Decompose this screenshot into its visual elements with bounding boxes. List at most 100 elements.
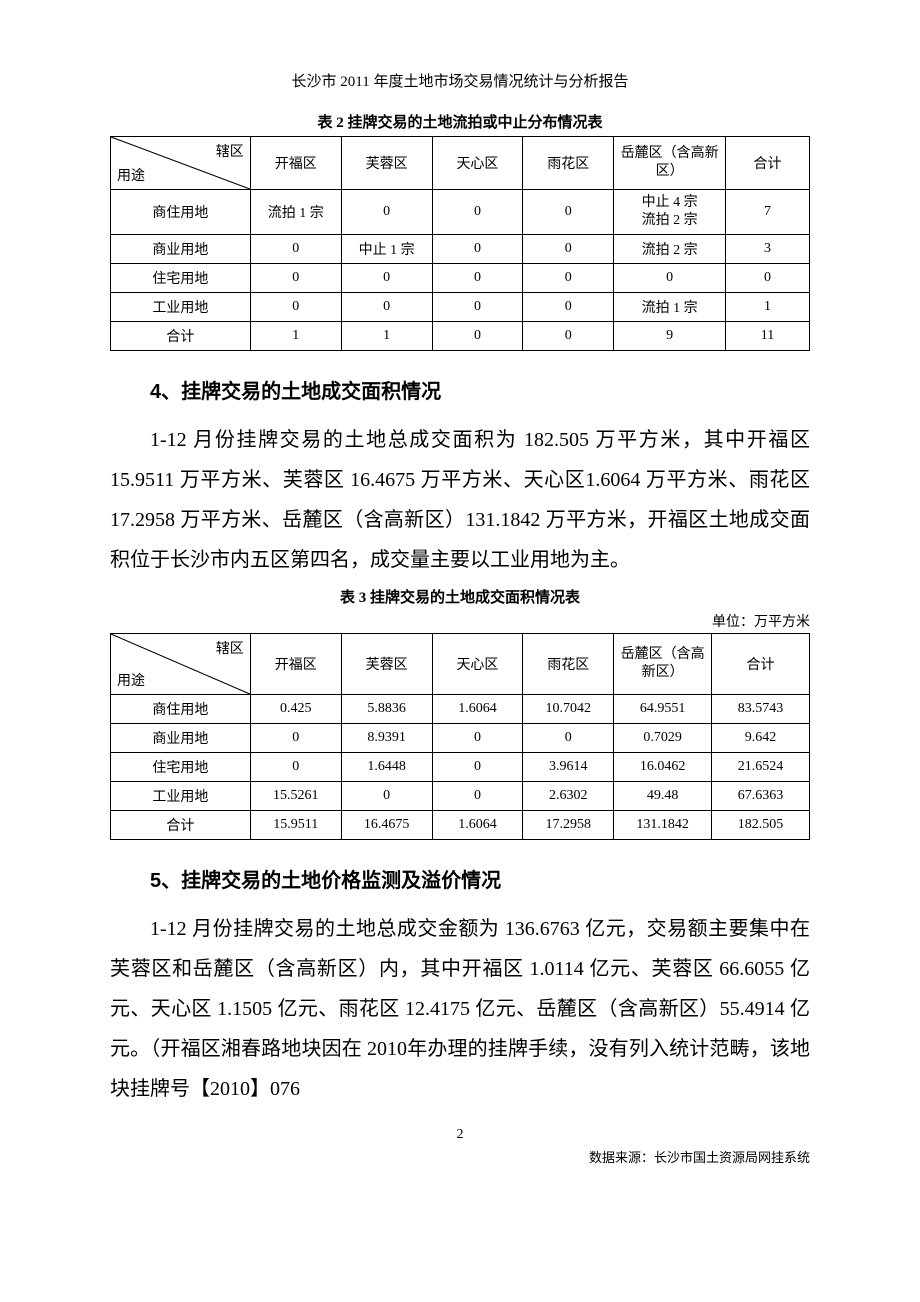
table3-cell: 0 [250,753,341,782]
table3-cell: 9.642 [712,724,810,753]
table2-cell: 流拍 1 宗 [250,190,341,235]
table2-col-0: 开福区 [250,137,341,190]
table2-cell: 中止 1 宗 [341,235,432,264]
table3-cell: 64.9551 [614,695,712,724]
table3-cell: 1.6448 [341,753,432,782]
section5-heading: 5、挂牌交易的土地价格监测及溢价情况 [110,864,810,893]
table2-cell: 3 [726,235,810,264]
table2-diag-header: 辖区 用途 [111,137,251,190]
table3-cell: 5.8836 [341,695,432,724]
table3-row-1: 商业用地 0 8.9391 0 0 0.7029 9.642 [111,724,810,753]
table2-cell: 0 [523,322,614,351]
section4-heading: 4、挂牌交易的土地成交面积情况 [110,375,810,404]
section5-paragraph: 1-12 月份挂牌交易的土地总成交金额为 136.6763 亿元，交易额主要集中… [110,909,810,1109]
table2-cell: 1 [726,293,810,322]
table2-cell: 0 [523,235,614,264]
table2-cell: 0 [432,322,523,351]
table3-cell: 15.5261 [250,782,341,811]
table2-cell: 1 [341,322,432,351]
table3-row-3: 工业用地 15.5261 0 0 2.6302 49.48 67.6363 [111,782,810,811]
table2-col-4: 岳麓区（含高新区） [614,137,726,190]
table2-cell: 0 [523,264,614,293]
table2-cell: 0 [432,190,523,235]
table3-col-1: 芙蓉区 [341,634,432,695]
table2-cell: 0 [523,293,614,322]
table3-cell: 1.6064 [432,811,523,840]
table3-diag-top: 辖区 [216,638,244,658]
table3-row-label: 商住用地 [111,695,251,724]
table2-row-0: 商住用地 流拍 1 宗 0 0 0 中止 4 宗流拍 2 宗 7 [111,190,810,235]
table3-row-label: 合计 [111,811,251,840]
table2-col-1: 芙蓉区 [341,137,432,190]
table3-row-4: 合计 15.9511 16.4675 1.6064 17.2958 131.18… [111,811,810,840]
table2-cell: 0 [432,293,523,322]
table3-cell: 2.6302 [523,782,614,811]
table3-cell: 0.425 [250,695,341,724]
footer-source: 数据来源：长沙市国土资源局网挂系统 [110,1147,810,1166]
table3-cell: 10.7042 [523,695,614,724]
table2-diag-bottom: 用途 [117,165,145,185]
table2-cell: 0 [432,264,523,293]
table2-row-label: 住宅用地 [111,264,251,293]
table3-cell: 0 [341,782,432,811]
table2-cell: 0 [341,190,432,235]
table2-col-2: 天心区 [432,137,523,190]
table3-col-2: 天心区 [432,634,523,695]
table3-cell: 16.0462 [614,753,712,782]
table3-cell: 8.9391 [341,724,432,753]
table3-row-0: 商住用地 0.425 5.8836 1.6064 10.7042 64.9551… [111,695,810,724]
table2-diag-top: 辖区 [216,141,244,161]
table2-cell: 0 [341,293,432,322]
table3-cell: 16.4675 [341,811,432,840]
table2-cell: 0 [523,190,614,235]
table2-cell: 0 [250,293,341,322]
table3-cell: 67.6363 [712,782,810,811]
table3-header-row: 辖区 用途 开福区 芙蓉区 天心区 雨花区 岳麓区（含高新区） 合计 [111,634,810,695]
table3-cell: 83.5743 [712,695,810,724]
table3: 辖区 用途 开福区 芙蓉区 天心区 雨花区 岳麓区（含高新区） 合计 商住用地 … [110,633,810,840]
table3-unit: 单位：万平方米 [110,611,810,631]
table2-col-3: 雨花区 [523,137,614,190]
table3-cell: 0 [432,782,523,811]
table2-cell: 0 [250,235,341,264]
table2-cell-multiline: 中止 4 宗流拍 2 宗 [614,190,726,235]
table3-row-label: 住宅用地 [111,753,251,782]
table2-row-label: 合计 [111,322,251,351]
table3-cell: 0 [523,724,614,753]
table2-cell: 流拍 1 宗 [614,293,726,322]
table2-row-label: 商业用地 [111,235,251,264]
table3-col-4: 岳麓区（含高新区） [614,634,712,695]
table2-cell: 0 [726,264,810,293]
table3-row-label: 工业用地 [111,782,251,811]
table2-cell: 7 [726,190,810,235]
table3-cell: 182.505 [712,811,810,840]
page-number: 2 [110,1127,810,1143]
table2-row-2: 住宅用地 0 0 0 0 0 0 [111,264,810,293]
table2-row-label: 商住用地 [111,190,251,235]
table3-diag-header: 辖区 用途 [111,634,251,695]
table2-row-4: 合计 1 1 0 0 9 11 [111,322,810,351]
table2-cell: 0 [432,235,523,264]
table2-title: 表 2 挂牌交易的土地流拍或中止分布情况表 [110,111,810,132]
document-page: 长沙市 2011 年度土地市场交易情况统计与分析报告 表 2 挂牌交易的土地流拍… [0,0,920,1206]
table3-row-label: 商业用地 [111,724,251,753]
table3-cell: 21.6524 [712,753,810,782]
table3-cell: 0 [432,753,523,782]
table3-cell: 0.7029 [614,724,712,753]
table3-cell: 0 [250,724,341,753]
table3-row-2: 住宅用地 0 1.6448 0 3.9614 16.0462 21.6524 [111,753,810,782]
table3-col-0: 开福区 [250,634,341,695]
table2-cell: 1 [250,322,341,351]
table2-cell: 9 [614,322,726,351]
table3-title: 表 3 挂牌交易的土地成交面积情况表 [110,586,810,607]
page-header-title: 长沙市 2011 年度土地市场交易情况统计与分析报告 [110,70,810,91]
table3-col-3: 雨花区 [523,634,614,695]
table3-col-5: 合计 [712,634,810,695]
table2-cell: 流拍 2 宗 [614,235,726,264]
table2-cell: 0 [614,264,726,293]
table2-row-3: 工业用地 0 0 0 0 流拍 1 宗 1 [111,293,810,322]
table3-cell: 1.6064 [432,695,523,724]
section4-paragraph: 1-12 月份挂牌交易的土地总成交面积为 182.505 万平方米，其中开福区 … [110,420,810,580]
table2-cell: 0 [250,264,341,293]
table3-cell: 49.48 [614,782,712,811]
